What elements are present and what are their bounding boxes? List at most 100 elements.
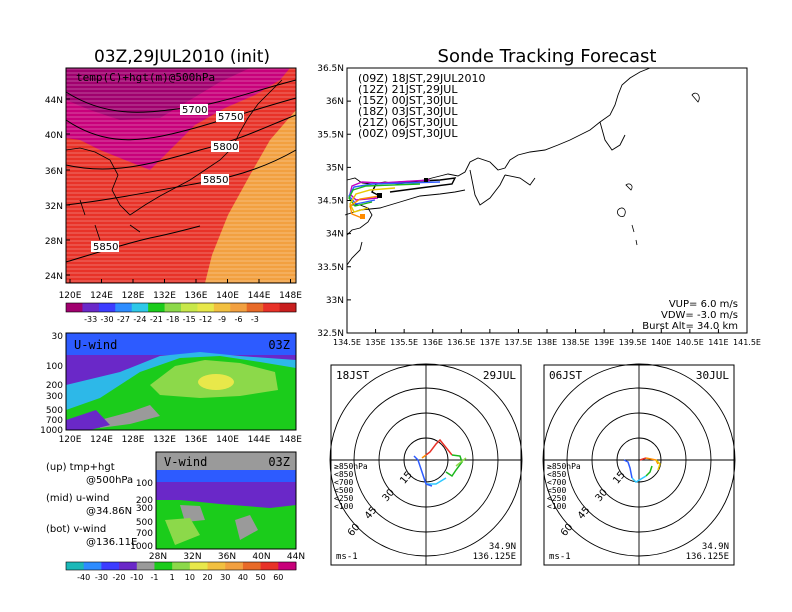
track-ytick-label: 35N	[326, 163, 344, 173]
hodo-level-legend: <100	[547, 502, 566, 511]
uwind-xtick-label: 148E	[279, 435, 302, 445]
hodo-unit: ms-1	[549, 552, 571, 562]
traj-00z	[349, 195, 381, 219]
hodo-date-label: 29JUL	[483, 369, 516, 382]
map500-coastline	[65, 79, 283, 241]
colorbar2-cell	[66, 562, 85, 570]
colorbar2-tick-label: -40	[77, 573, 90, 582]
track-ytick-label: 32.5N	[317, 329, 344, 339]
track-xtick-label: 135.5E	[390, 338, 418, 347]
note-up: (up) tmp+hgt	[46, 462, 115, 473]
vwind-time: 03Z	[268, 455, 290, 469]
colorbar2-tick-label: 1	[170, 573, 175, 582]
track-panel: (09Z) 18JST,29JUL2010(12Z) 21JST,29JUL(1…	[317, 64, 761, 347]
vwind-ytick-label: 700	[136, 529, 153, 539]
track-y-ticks: 36.5N 36N 35.5N 35N 34.5N 34N 33.5N 33N 32.5N	[317, 64, 351, 339]
track-xtick-label: 136.5E	[447, 338, 475, 347]
map500-ytick-label: 32N	[45, 202, 63, 212]
track-legend-entry: (09Z) 18JST,29JUL2010	[358, 72, 485, 85]
uwind-ytick-label: 1000	[40, 426, 63, 436]
vwind-gray-patches	[180, 505, 258, 540]
map500-ytick-label: 24N	[45, 272, 63, 282]
hodo-trace	[645, 465, 653, 477]
uwind-ytick-label: 700	[46, 416, 63, 426]
track-ytick-label: 36N	[326, 97, 344, 107]
colorbar2-tick-label: 40	[238, 573, 248, 582]
track-xtick-label: 135E	[365, 338, 385, 347]
map500-panel: 5700 5750 5800 5850 5850 temp(C)+hgt(m)@…	[45, 67, 302, 301]
note-bot2: @136.11E	[86, 537, 137, 548]
colorbar-tick-label: -9	[218, 315, 226, 324]
note-up2: @500hPa	[86, 475, 133, 486]
colorbar2-tick-label: -1	[150, 573, 158, 582]
track-legend-entry: (18Z) 03JST,30JUL	[358, 105, 458, 118]
colorbar-tick-label: -6	[235, 315, 243, 324]
map500-ytick-label: 36N	[45, 167, 63, 177]
colorbar2-cell	[172, 562, 191, 570]
uwind-xtick-label: 128E	[122, 435, 145, 445]
track-ytick-label: 33.5N	[317, 263, 344, 273]
label-bg-5700	[180, 104, 208, 115]
map500-xtick-label: 128E	[122, 291, 145, 301]
hodo-trace	[445, 454, 463, 478]
label-bg-5750	[216, 111, 244, 122]
colorbar-tick-label: -12	[199, 315, 212, 324]
trajectory-lines	[348, 177, 457, 219]
param-vup: VUP= 6.0 m/s	[669, 299, 738, 310]
track-xtick-label: 141E	[708, 338, 728, 347]
right-title: Sonde Tracking Forecast	[438, 46, 657, 67]
colorbar-cell	[66, 303, 83, 312]
hodo-level-legend: <700	[547, 478, 566, 487]
track-xtick-label: 138E	[537, 338, 557, 347]
hodo-level-legend: <700	[334, 478, 353, 487]
colorbar-cell	[82, 303, 100, 312]
colorbar2-cell	[119, 562, 138, 570]
uwind-ytick-label: 500	[46, 406, 63, 416]
map500-xtick-label: 132E	[153, 291, 176, 301]
map500-ytick-label: 28N	[45, 237, 63, 247]
uwind-ytick-label: 200	[46, 381, 63, 391]
map500-xtick-label: 120E	[59, 291, 82, 301]
hodo-trace	[413, 455, 433, 487]
vwind-xtick-label: 36N	[218, 552, 236, 562]
colorbar2-tick-label: 60	[273, 573, 283, 582]
panel-notes: (up) tmp+hgt @500hPa (mid) u-wind @34.86…	[46, 462, 137, 548]
hodo-trace	[639, 457, 647, 461]
map500-title: temp(C)+hgt(m)@500hPa	[76, 71, 215, 84]
map500-x-ticks: 120E 124E 128E 132E 136E 140E 144E 148E	[59, 279, 302, 301]
uwind-yellow-core	[198, 374, 234, 390]
hodo-lat: 34.9N	[702, 542, 729, 552]
colorbar-cell	[115, 303, 133, 312]
note-mid2: @34.86N	[86, 506, 132, 517]
colorbar2-tick-label: -10	[130, 573, 143, 582]
colorbar2-tick-label: 20	[202, 573, 212, 582]
track-ytick-label: 34N	[326, 230, 344, 240]
colorbar2-tick-label: 10	[185, 573, 195, 582]
hodo-unit: ms-1	[336, 552, 358, 562]
colorbar-cell	[263, 303, 281, 312]
hodo-level-legend: ≥850hPa	[547, 462, 581, 471]
colorbar-cell	[98, 303, 116, 312]
param-burst: Burst Alt= 34.0 km	[642, 321, 738, 332]
track-ytick-label: 36.5N	[317, 64, 344, 74]
hodo-level-legend: <850	[547, 470, 566, 479]
hodo-trace	[421, 454, 427, 459]
vwind-purple-band	[156, 482, 296, 508]
colorbar-tick-label: -24	[133, 315, 146, 324]
colorbar-cell	[279, 303, 297, 312]
colorbar2-tick-label: -20	[113, 573, 126, 582]
hodo-lon: 136.125E	[473, 552, 516, 562]
traj-21z	[349, 187, 396, 213]
vwind-xtick-label: 28N	[149, 552, 167, 562]
vwind-lightgreen-patch	[165, 518, 200, 545]
track-xtick-label: 139.5E	[619, 338, 647, 347]
label-bg-5850	[201, 174, 229, 185]
map500-xtick-label: 140E	[216, 291, 239, 301]
colorbar2-cell	[207, 562, 226, 570]
vwind-title: V-wind	[164, 455, 207, 469]
